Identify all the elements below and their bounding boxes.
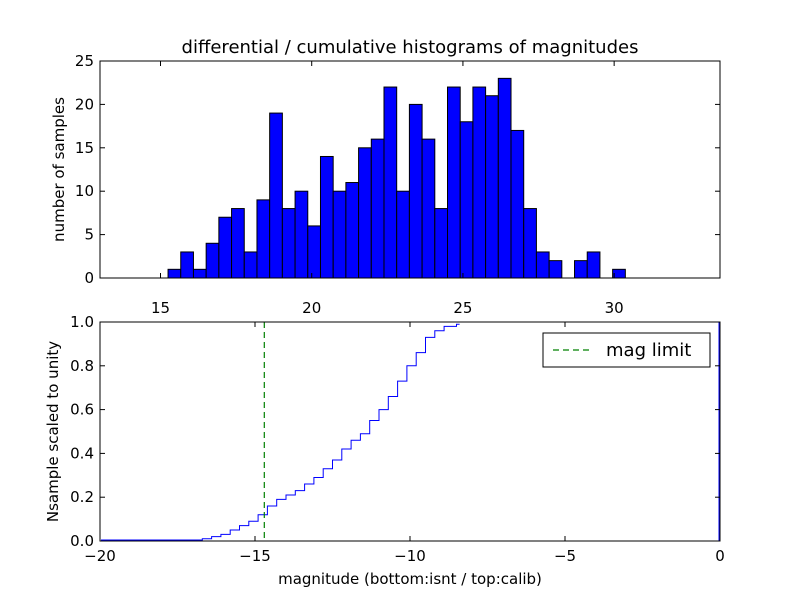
histogram-bar	[180, 251, 194, 279]
histogram-bar	[218, 216, 233, 279]
bottom-ytick-label: 0.4	[70, 444, 94, 462]
histogram-bar	[586, 251, 601, 279]
histogram-bar	[548, 260, 563, 279]
top-axis-ticks: 0 5 10 15 20 25 15 20 25 30	[75, 52, 720, 317]
bottom-xtick-label: −15	[239, 547, 271, 565]
histogram-bar	[243, 251, 258, 279]
top-ytick-label: 5	[84, 226, 94, 244]
histogram-bar	[231, 208, 245, 279]
histogram-bar	[332, 190, 347, 279]
histogram-bar	[396, 190, 410, 279]
bottom-ytick-label: 0.8	[70, 357, 94, 375]
histogram-bar	[192, 268, 207, 279]
histogram-bar	[383, 86, 398, 279]
bottom-ytick-label: 0.6	[70, 401, 94, 419]
histogram-bar	[485, 95, 499, 279]
histogram-bar	[269, 112, 283, 279]
histogram-bar	[434, 208, 449, 279]
top-xtick-label: 20	[302, 299, 321, 317]
histogram-bar	[345, 182, 360, 279]
top-ytick-label: 10	[75, 182, 94, 200]
top-xtick-label: 15	[151, 299, 170, 317]
top-title: differential / cumulative histograms of …	[182, 37, 639, 58]
histogram-bar	[294, 190, 309, 279]
histogram-bar	[281, 208, 296, 279]
bottom-axes-frame	[99, 321, 721, 542]
bottom-xtick-label: 0	[715, 547, 725, 565]
histogram-bar	[421, 138, 436, 279]
histogram-bar	[447, 86, 461, 279]
histogram-bar	[358, 147, 372, 279]
bottom-xtick-label: −20	[84, 547, 116, 565]
bottom-xtick-label: −5	[554, 547, 576, 565]
histogram-bar	[574, 260, 588, 279]
top-histogram: differential / cumulative histograms of …	[50, 37, 721, 317]
bottom-axis-ticks: 0.0 0.2 0.4 0.6 0.8 1.0 −20 −15 −10 −5 0	[70, 313, 725, 565]
legend-box	[542, 332, 711, 368]
histogram-bar	[256, 199, 271, 279]
top-ytick-label: 25	[75, 52, 94, 70]
top-xtick-label: 25	[453, 299, 472, 317]
histogram-bar	[307, 225, 321, 279]
legend: mag limit	[542, 332, 711, 368]
histogram-bar	[472, 86, 487, 279]
histogram-bar	[408, 103, 423, 279]
histogram-bar	[535, 251, 550, 279]
top-xtick-label: 30	[605, 299, 624, 317]
bottom-xlabel: magnitude (bottom:isnt / top:calib)	[278, 570, 542, 588]
bottom-ytick-label: 1.0	[70, 313, 94, 331]
cumulative-step-line	[101, 323, 460, 541]
top-ytick-label: 15	[75, 139, 94, 157]
histogram-bar	[510, 129, 525, 279]
bottom-ylabel: Nsample scaled to unity	[44, 341, 62, 522]
top-ytick-label: 0	[84, 269, 94, 287]
legend-label: mag limit	[606, 340, 691, 361]
histogram-bar	[167, 268, 182, 279]
top-axes-frame	[99, 60, 721, 279]
histogram-bar	[497, 77, 512, 279]
top-ylabel: number of samples	[50, 97, 68, 242]
histogram-bar	[370, 138, 385, 279]
bottom-ytick-label: 0.2	[70, 488, 94, 506]
bottom-ytick-label: 0.0	[70, 532, 94, 550]
histogram-bar	[205, 242, 220, 279]
histogram-bar	[459, 121, 474, 279]
top-ytick-label: 20	[75, 95, 94, 113]
histogram-bars	[167, 77, 626, 279]
histogram-bar	[523, 208, 537, 279]
histogram-bar	[319, 155, 334, 279]
bottom-xtick-label: −10	[394, 547, 426, 565]
bottom-cumulative: 0.0 0.2 0.4 0.6 0.8 1.0 −20 −15 −10 −5 0 magnitude…	[44, 313, 725, 588]
